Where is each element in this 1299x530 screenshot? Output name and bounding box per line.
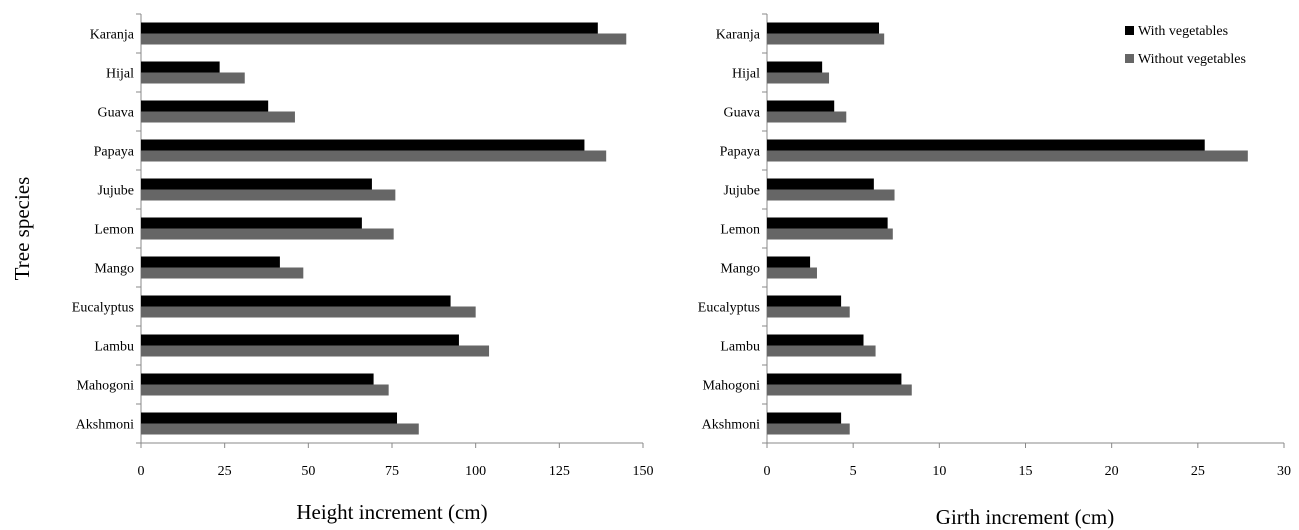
legend-label-with-vegetables: With vegetables bbox=[1138, 24, 1228, 39]
bar-with-vegetables-eucalyptus bbox=[767, 295, 842, 307]
category-label-mango: Mango bbox=[720, 262, 760, 277]
bar-without-vegetables-jujube bbox=[141, 189, 396, 201]
x-axis-title: Girth increment (cm) bbox=[936, 505, 1114, 529]
legend: With vegetables Without vegetables bbox=[1125, 24, 1246, 67]
bar-with-vegetables-guava bbox=[141, 100, 269, 112]
category-label-lemon: Lemon bbox=[94, 223, 134, 238]
category-label-mango: Mango bbox=[94, 262, 134, 277]
bar-with-vegetables-mango bbox=[141, 256, 280, 268]
bar-without-vegetables-mango bbox=[141, 267, 304, 279]
x-tick-label: 30 bbox=[1277, 464, 1291, 479]
category-label-mahogoni: Mahogoni bbox=[702, 379, 760, 394]
bar-with-vegetables-hijal bbox=[141, 61, 220, 73]
category-label-eucalyptus: Eucalyptus bbox=[72, 301, 134, 316]
bar-without-vegetables-guava bbox=[141, 111, 295, 123]
category-label-lambu: Lambu bbox=[94, 340, 134, 355]
bar-without-vegetables-papaya bbox=[767, 150, 1248, 162]
bar-without-vegetables-karanja bbox=[141, 33, 627, 45]
bar-with-vegetables-lemon bbox=[141, 217, 362, 229]
bar-without-vegetables-mango bbox=[767, 267, 817, 279]
bar-without-vegetables-guava bbox=[767, 111, 847, 123]
x-tick-label: 15 bbox=[1019, 464, 1033, 479]
bar-with-vegetables-akshmoni bbox=[767, 412, 842, 424]
category-label-jujube: Jujube bbox=[97, 184, 134, 199]
category-label-papaya: Papaya bbox=[720, 145, 761, 160]
category-label-guava: Guava bbox=[723, 106, 760, 121]
x-axis-title: Height increment (cm) bbox=[296, 500, 487, 524]
category-label-papaya: Papaya bbox=[94, 145, 135, 160]
bar-without-vegetables-lambu bbox=[141, 345, 490, 357]
category-label-hijal: Hijal bbox=[106, 67, 134, 82]
x-tick-label: 5 bbox=[850, 464, 857, 479]
height-increment-chart: 0 25 50 75 100 125 150 Akshmoni Mahogoni Lambu Euc… bbox=[10, 13, 654, 524]
bar-with-vegetables-karanja bbox=[767, 22, 880, 34]
bar-without-vegetables-akshmoni bbox=[767, 423, 850, 435]
category-label-hijal: Hijal bbox=[732, 67, 760, 82]
bar-without-vegetables-eucalyptus bbox=[767, 306, 850, 318]
bar-with-vegetables-mahogoni bbox=[141, 373, 374, 385]
bar-without-vegetables-papaya bbox=[141, 150, 607, 162]
bar-with-vegetables-lemon bbox=[767, 217, 888, 229]
bar-without-vegetables-eucalyptus bbox=[141, 306, 476, 318]
x-tick-label: 20 bbox=[1105, 464, 1119, 479]
bar-with-vegetables-eucalyptus bbox=[141, 295, 451, 307]
bar-with-vegetables-hijal bbox=[767, 61, 823, 73]
x-tick-label: 0 bbox=[764, 464, 771, 479]
bar-with-vegetables-jujube bbox=[767, 178, 874, 190]
category-label-karanja: Karanja bbox=[716, 28, 761, 43]
girth-increment-chart: 0 5 10 15 20 25 30 Akshmoni Mahogoni Lambu Eucalyp… bbox=[698, 13, 1291, 529]
bar-without-vegetables-lemon bbox=[141, 228, 394, 240]
x-tick-label: 75 bbox=[385, 464, 399, 479]
x-tick-label: 25 bbox=[218, 464, 232, 479]
category-label-jujube: Jujube bbox=[723, 184, 760, 199]
bar-without-vegetables-lemon bbox=[767, 228, 893, 240]
bar-with-vegetables-mango bbox=[767, 256, 811, 268]
legend-swatch-without-vegetables bbox=[1125, 54, 1134, 63]
x-tick-label: 50 bbox=[301, 464, 315, 479]
category-label-akshmoni: Akshmoni bbox=[702, 418, 760, 433]
legend-swatch-with-vegetables bbox=[1125, 26, 1134, 35]
category-label-lemon: Lemon bbox=[720, 223, 760, 238]
category-label-eucalyptus: Eucalyptus bbox=[698, 301, 760, 316]
legend-label-without-vegetables: Without vegetables bbox=[1138, 52, 1246, 67]
bar-with-vegetables-lambu bbox=[141, 334, 459, 346]
bar-without-vegetables-karanja bbox=[767, 33, 885, 45]
bar-without-vegetables-hijal bbox=[767, 72, 830, 84]
category-label-karanja: Karanja bbox=[90, 28, 135, 43]
x-tick-label: 0 bbox=[138, 464, 145, 479]
bar-with-vegetables-karanja bbox=[141, 22, 598, 34]
x-tick-label: 125 bbox=[549, 464, 570, 479]
bar-without-vegetables-lambu bbox=[767, 345, 876, 357]
x-tick-label: 10 bbox=[932, 464, 946, 479]
category-label-lambu: Lambu bbox=[720, 340, 760, 355]
bar-with-vegetables-papaya bbox=[141, 139, 585, 151]
y-axis-title: Tree species bbox=[10, 177, 34, 281]
bar-without-vegetables-mahogoni bbox=[767, 384, 912, 396]
bar-with-vegetables-mahogoni bbox=[767, 373, 902, 385]
bar-with-vegetables-jujube bbox=[141, 178, 372, 190]
bar-with-vegetables-papaya bbox=[767, 139, 1205, 151]
bar-with-vegetables-guava bbox=[767, 100, 835, 112]
category-label-guava: Guava bbox=[97, 106, 134, 121]
bar-with-vegetables-akshmoni bbox=[141, 412, 398, 424]
x-tick-label: 100 bbox=[465, 464, 486, 479]
category-label-akshmoni: Akshmoni bbox=[76, 418, 134, 433]
bar-with-vegetables-lambu bbox=[767, 334, 864, 346]
bar-without-vegetables-mahogoni bbox=[141, 384, 389, 396]
bar-without-vegetables-akshmoni bbox=[141, 423, 419, 435]
category-label-mahogoni: Mahogoni bbox=[76, 379, 134, 394]
x-tick-label: 25 bbox=[1191, 464, 1205, 479]
bar-without-vegetables-hijal bbox=[141, 72, 245, 84]
bar-without-vegetables-jujube bbox=[767, 189, 895, 201]
x-tick-label: 150 bbox=[633, 464, 654, 479]
